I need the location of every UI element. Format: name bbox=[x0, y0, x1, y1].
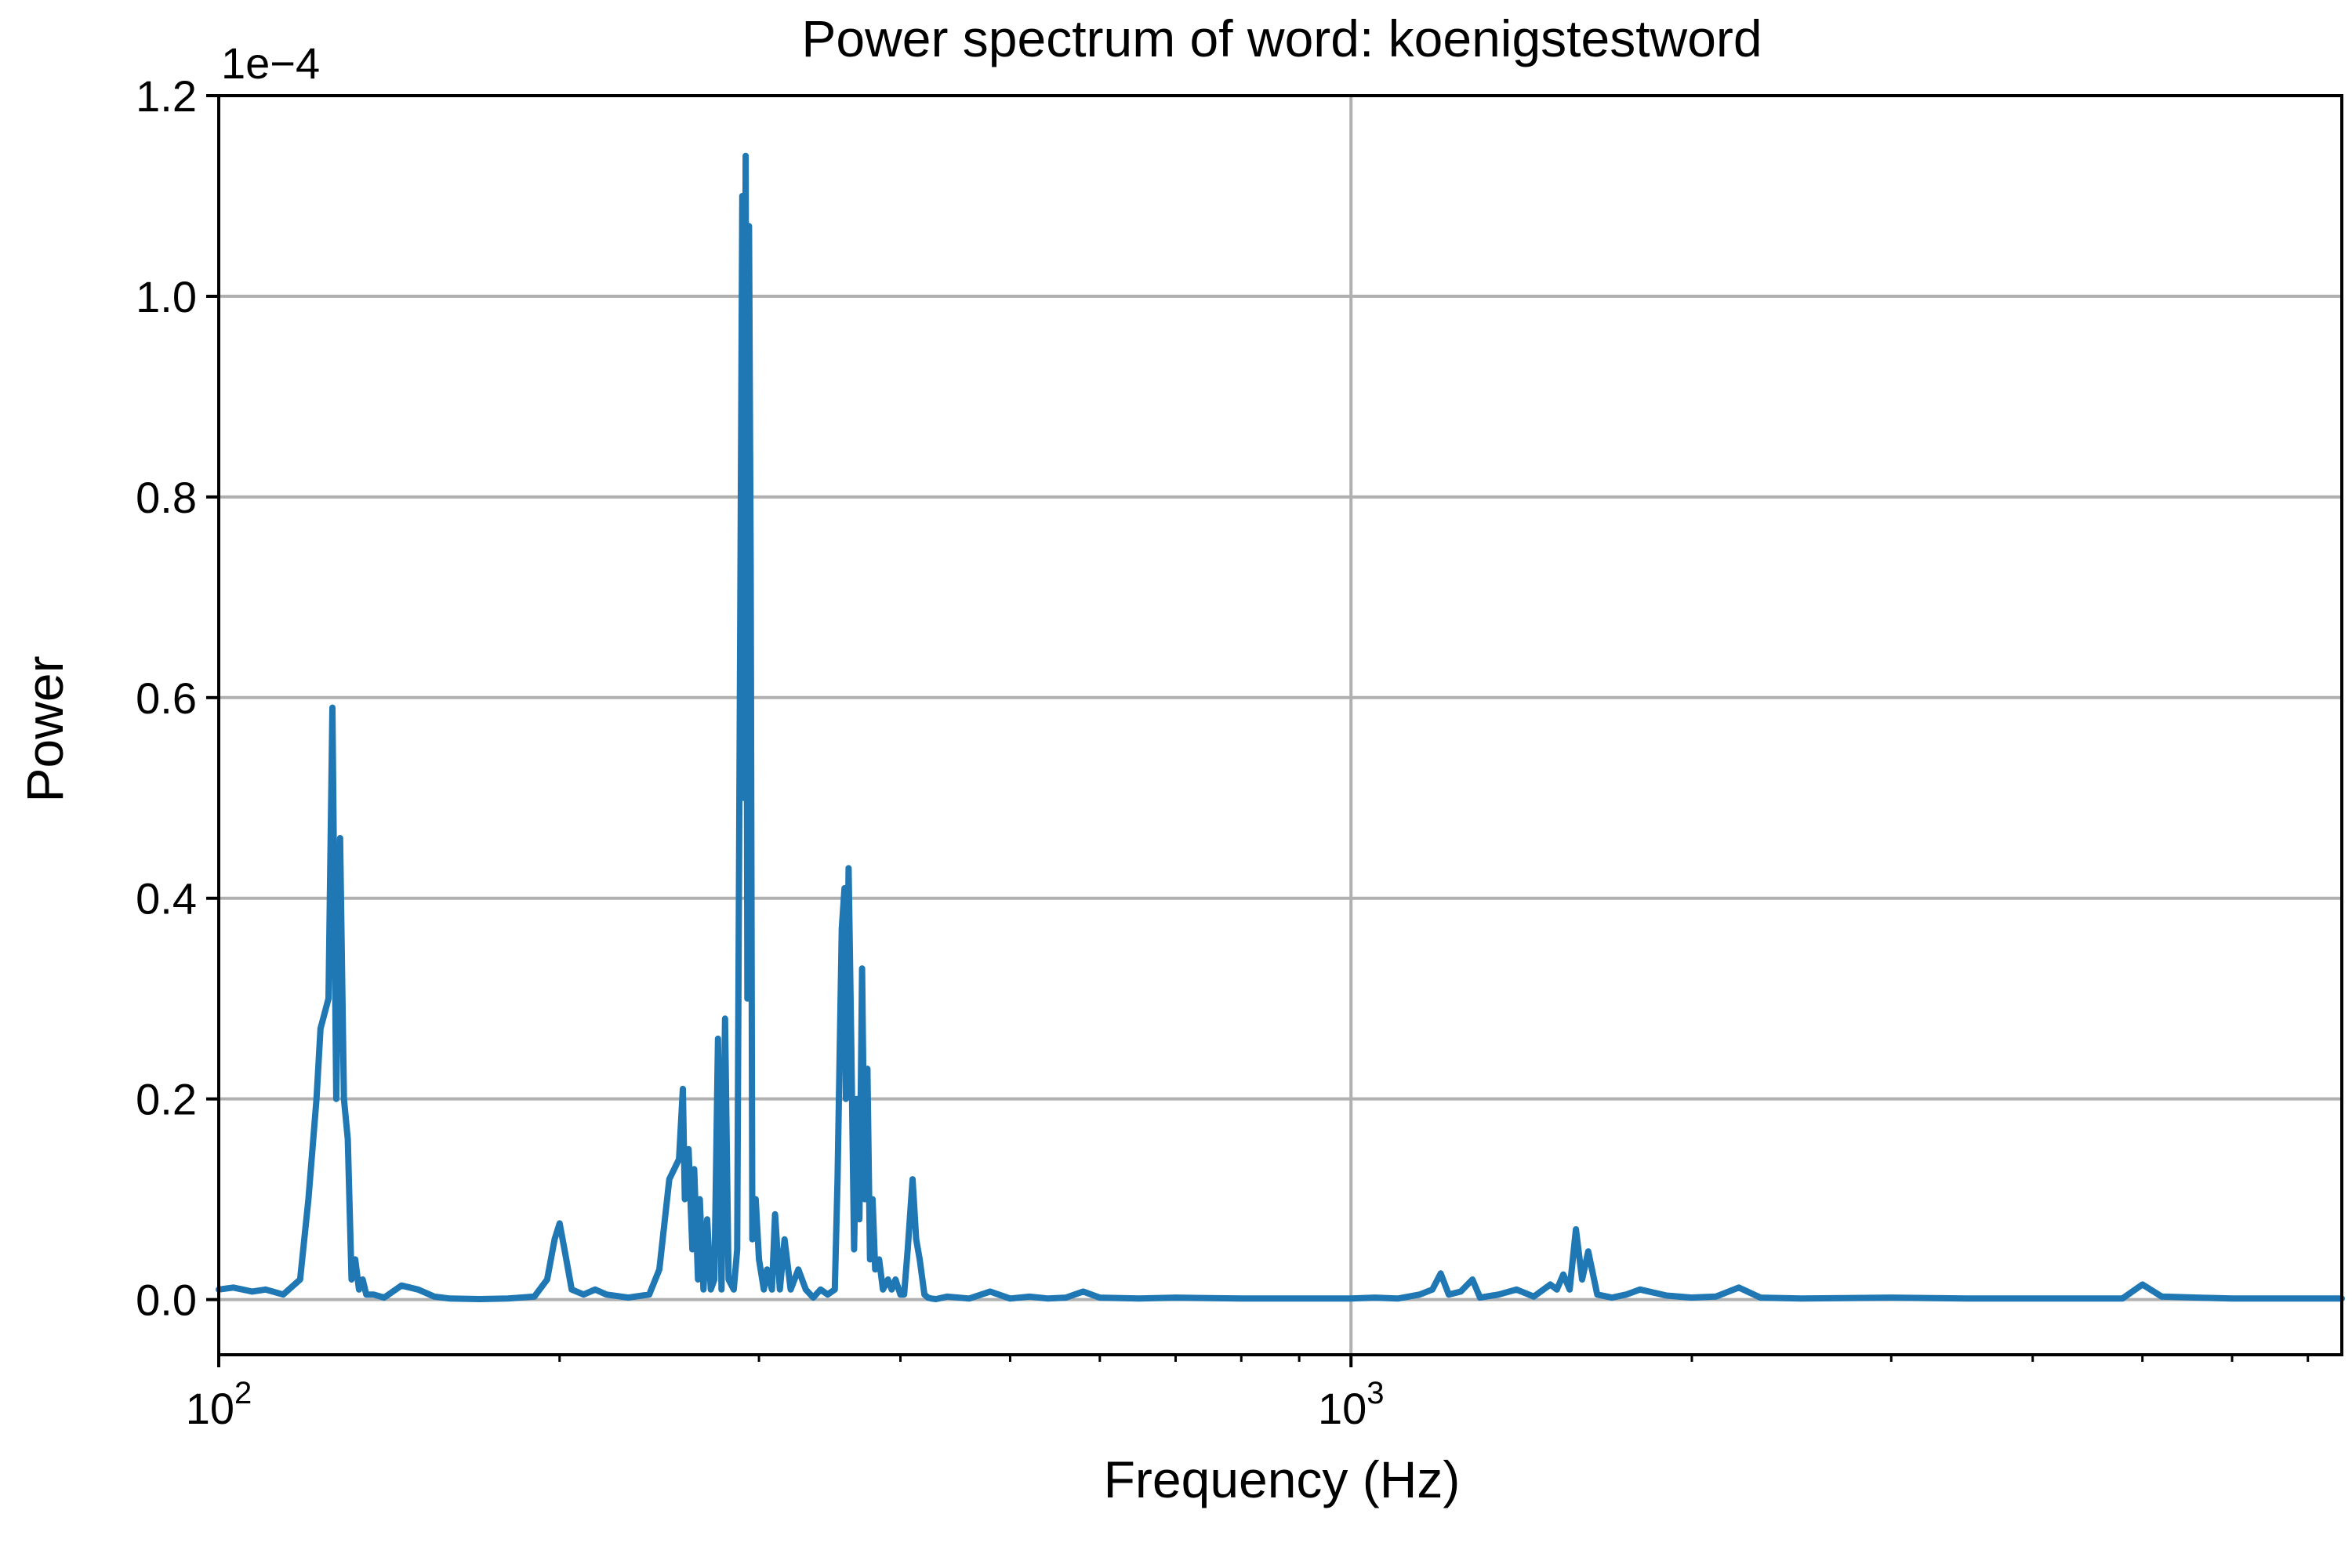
y-tick-label: 0.2 bbox=[136, 1075, 197, 1124]
x-tick-label: 102 bbox=[186, 1376, 252, 1433]
series-line-0 bbox=[216, 152, 2345, 1302]
y-scale-multiplier: 1e−4 bbox=[221, 38, 320, 88]
ticks: 0.0 0.2 0.4 0.6 0.8 1.0 1.2 102 103 bbox=[136, 71, 2310, 1433]
x-axis-title: Frequency (Hz) bbox=[1104, 1450, 1461, 1508]
y-tick-label: 0.6 bbox=[136, 673, 197, 723]
y-axis-title: Power bbox=[16, 655, 74, 802]
plot-frame bbox=[217, 94, 2343, 1356]
series-layer bbox=[216, 152, 2345, 1302]
grid bbox=[219, 94, 2342, 1355]
x-tick-label: 103 bbox=[1318, 1376, 1385, 1433]
y-tick-label: 1.0 bbox=[136, 272, 197, 321]
y-tick-label: 0.4 bbox=[136, 874, 197, 924]
y-tick-label: 1.2 bbox=[136, 71, 197, 121]
chart-title: Power spectrum of word: koenigstestword bbox=[801, 9, 1762, 67]
y-tick-label: 0.8 bbox=[136, 473, 197, 522]
y-tick-label: 0.0 bbox=[136, 1276, 197, 1325]
